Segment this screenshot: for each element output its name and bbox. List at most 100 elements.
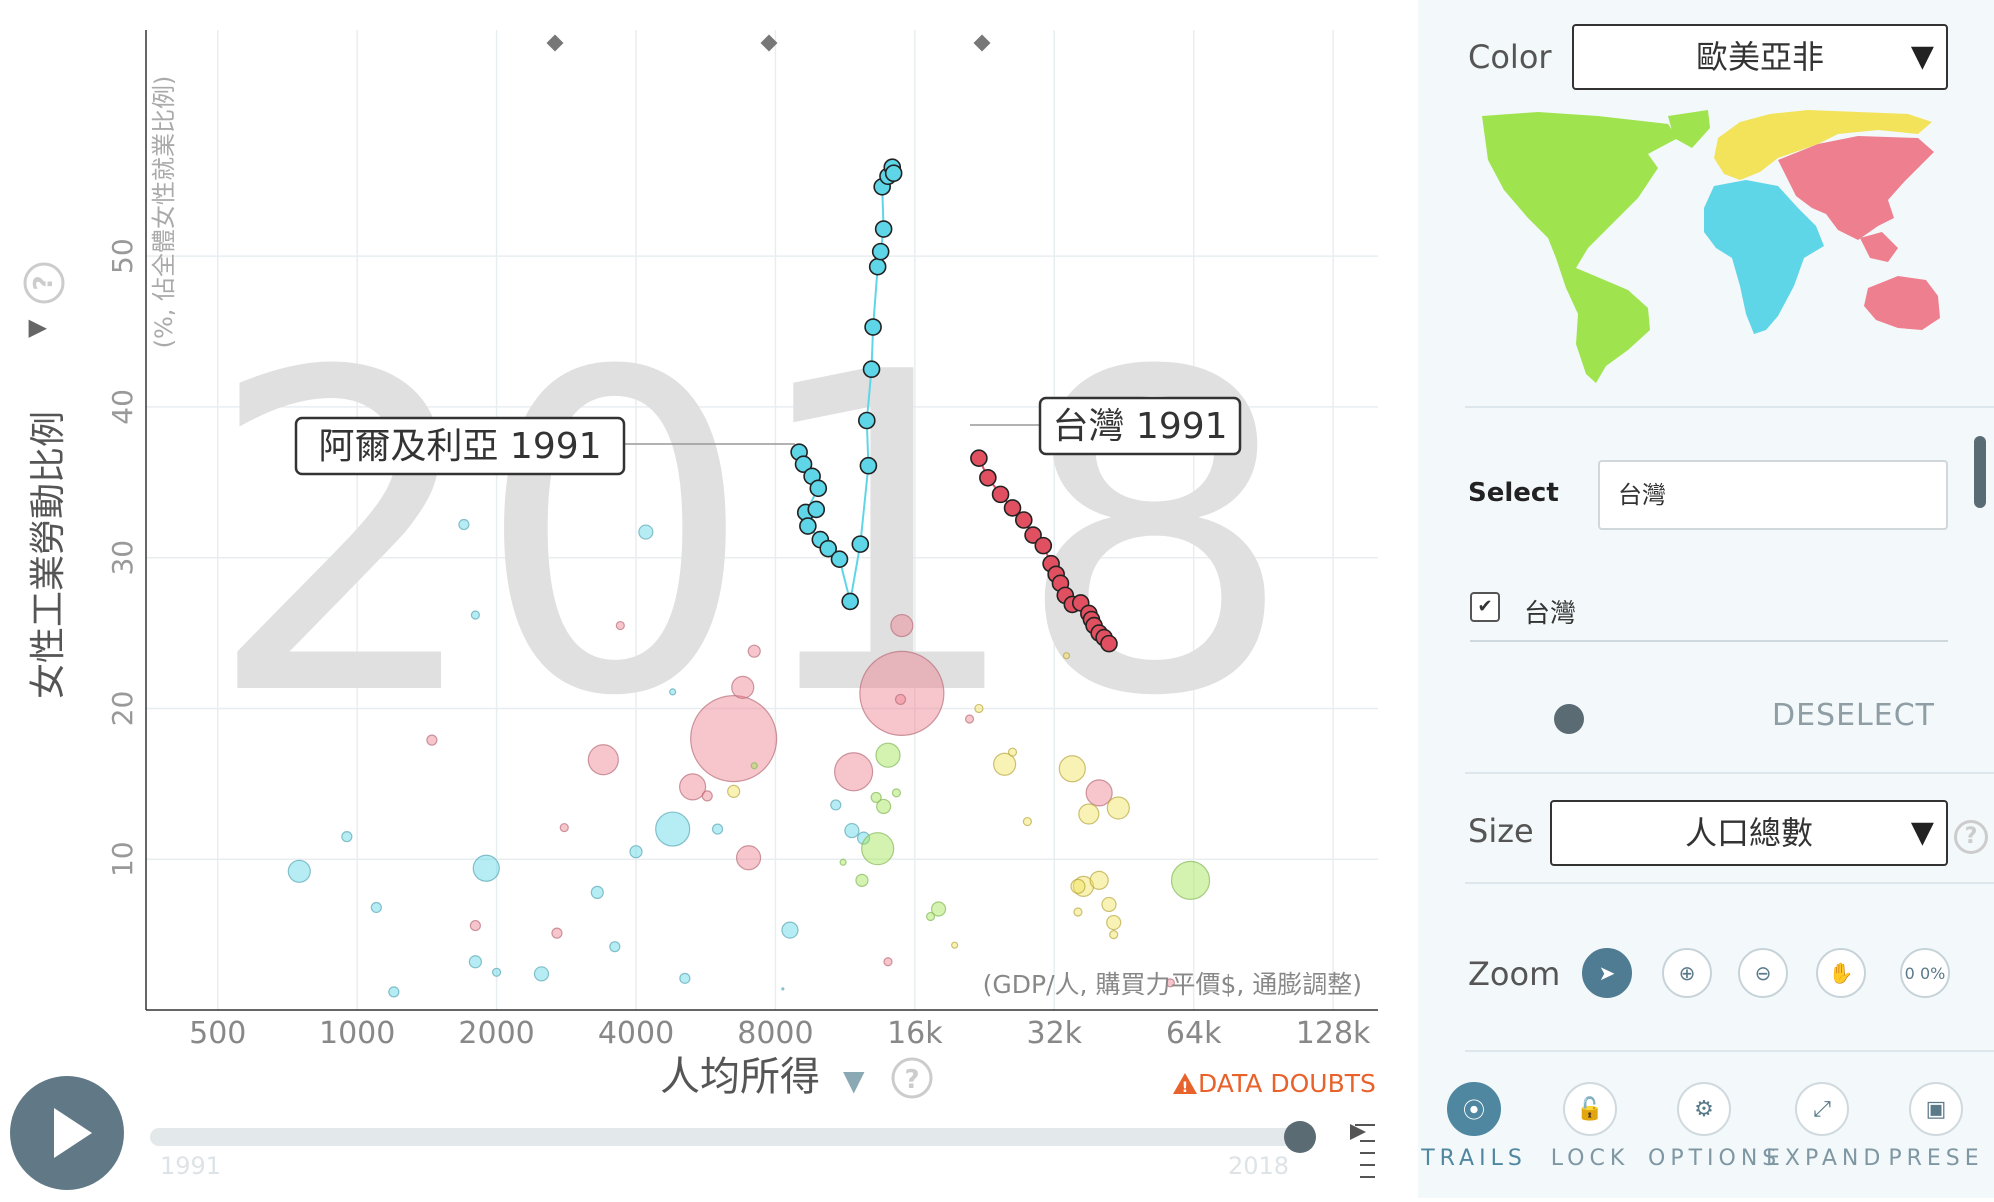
trail-point[interactable] [1014,511,1033,529]
color-dropdown[interactable]: 歐美亞非 ▼ [1572,24,1948,90]
bubble-africa[interactable] [844,822,860,839]
bubble-americas[interactable] [925,911,936,922]
zoom-out-button[interactable]: ⊖ [1738,948,1788,998]
trail-point[interactable] [864,318,882,336]
map-region-asia[interactable] [1778,136,1934,240]
map-region-oceania[interactable] [1864,276,1940,330]
bubble-africa[interactable] [370,901,382,914]
bubble-europe[interactable] [1106,914,1122,931]
label-algeria[interactable]: 阿爾及利亞 1991 [294,416,795,476]
bubble-africa[interactable] [669,688,677,696]
bubble-europe[interactable] [1109,930,1119,940]
bubble-africa[interactable] [781,987,785,991]
bubble-europe[interactable] [1058,755,1086,783]
timeline-handle[interactable] [1284,1121,1316,1153]
bubble-africa[interactable] [856,831,871,845]
bubble-asia[interactable] [587,744,619,776]
tool-lock[interactable]: 🔓 LOCK [1534,1082,1646,1171]
bubble-asia[interactable] [679,773,707,801]
bubble-asia[interactable] [551,927,563,939]
trail-point[interactable] [1003,499,1022,517]
top-marker[interactable] [546,34,564,52]
bubble-americas[interactable] [875,742,901,768]
bubble-asia[interactable] [469,919,481,932]
bubble-europe[interactable] [993,752,1017,776]
bubble-africa[interactable] [711,823,724,835]
x-axis-title[interactable]: 人均所得 [660,1054,820,1100]
zoom-pointer-button[interactable]: ➤ [1582,948,1632,998]
y-axis-title[interactable]: 女性工業勞動比例 [28,411,69,699]
bubble-africa[interactable] [287,859,311,883]
speed-control[interactable] [1350,1124,1375,1178]
y-axis-help-icon[interactable] [23,262,65,304]
data-doubts-link[interactable]: ! DATA DOUBTS [1173,1069,1376,1098]
scrollbar-thumb[interactable] [1974,436,1986,508]
trail-point[interactable] [809,479,828,498]
map-region-americas-greenland[interactable] [1668,110,1710,148]
bubble-asia[interactable] [701,790,713,802]
timeline-track[interactable] [150,1128,1300,1146]
trail-point[interactable] [859,456,878,475]
tool-options[interactable]: ⚙ OPTIONS [1648,1082,1776,1171]
top-marker[interactable] [973,34,991,52]
bubble-asia[interactable] [883,957,893,967]
bubble-africa[interactable] [629,845,643,859]
bubble-africa[interactable] [679,972,691,984]
deselect-button[interactable]: DESELECT [1772,698,1935,733]
bubble-asia[interactable] [615,620,625,631]
bubble-europe[interactable] [951,941,959,949]
selected-country-label[interactable]: 台灣 [1524,599,1577,629]
map-region-europe[interactable] [1714,110,1932,180]
trail-point[interactable] [1024,526,1042,544]
tool-trails[interactable]: ⦿ TRAILS [1418,1082,1530,1171]
bubble-americas[interactable] [750,762,758,770]
bubble-africa[interactable] [468,955,482,969]
bubble-africa[interactable] [533,966,550,982]
bubble-americas[interactable] [855,873,869,887]
y-axis-dropdown-icon[interactable]: ▼ [22,319,50,338]
top-marker[interactable] [760,34,778,52]
map-region-asia-islands[interactable] [1860,232,1898,262]
bubble-asia[interactable] [559,822,569,833]
trail-point[interactable] [884,164,903,183]
bubble-europe[interactable] [974,703,984,714]
bubble-africa[interactable] [470,610,480,620]
zoom-in-button[interactable]: ⊕ [1662,948,1712,998]
checkbox-checked-icon[interactable]: ✔ [1470,592,1500,622]
bubble-asia[interactable] [747,644,761,658]
trail-point[interactable] [819,539,838,558]
bubble-asia[interactable] [834,752,874,792]
bubble-europe[interactable] [1007,747,1018,757]
bubble-africa[interactable] [590,885,604,900]
bubble-asia[interactable] [1085,779,1113,807]
bubble-africa[interactable] [638,524,654,540]
label-taiwan[interactable]: 台灣 1991 [970,396,1242,456]
trail-point[interactable] [868,257,887,276]
bubble-americas[interactable] [930,901,947,917]
bubble-africa[interactable] [781,921,799,939]
bubble-africa[interactable] [458,518,470,531]
bubble-europe[interactable] [1062,652,1071,660]
bubble-africa[interactable] [491,967,502,977]
bubble-asia[interactable] [1165,978,1175,988]
bubble-europe[interactable] [727,784,741,798]
world-map-color-legend[interactable] [1478,108,1948,388]
map-region-africa[interactable] [1704,180,1824,334]
tool-expand[interactable]: ⤢ EXPAND [1766,1082,1880,1171]
trail-point[interactable] [1034,536,1053,555]
bubble-europe[interactable] [1072,875,1095,897]
bubble-americas[interactable] [861,832,895,866]
bubble-americas[interactable] [870,791,882,804]
bubble-africa[interactable] [830,799,842,811]
trail-point[interactable] [807,500,826,519]
map-region-americas[interactable] [1482,112,1678,383]
bubble-americas[interactable] [1170,860,1211,900]
trail-point[interactable] [851,535,870,553]
trail-point[interactable] [799,517,817,535]
bubble-americas[interactable] [839,858,847,866]
bubble-asia[interactable] [890,613,914,638]
trail-point[interactable] [991,485,1010,504]
trail-point[interactable] [862,360,881,379]
trail-point[interactable] [874,220,893,238]
bubble-europe[interactable] [1101,896,1117,913]
